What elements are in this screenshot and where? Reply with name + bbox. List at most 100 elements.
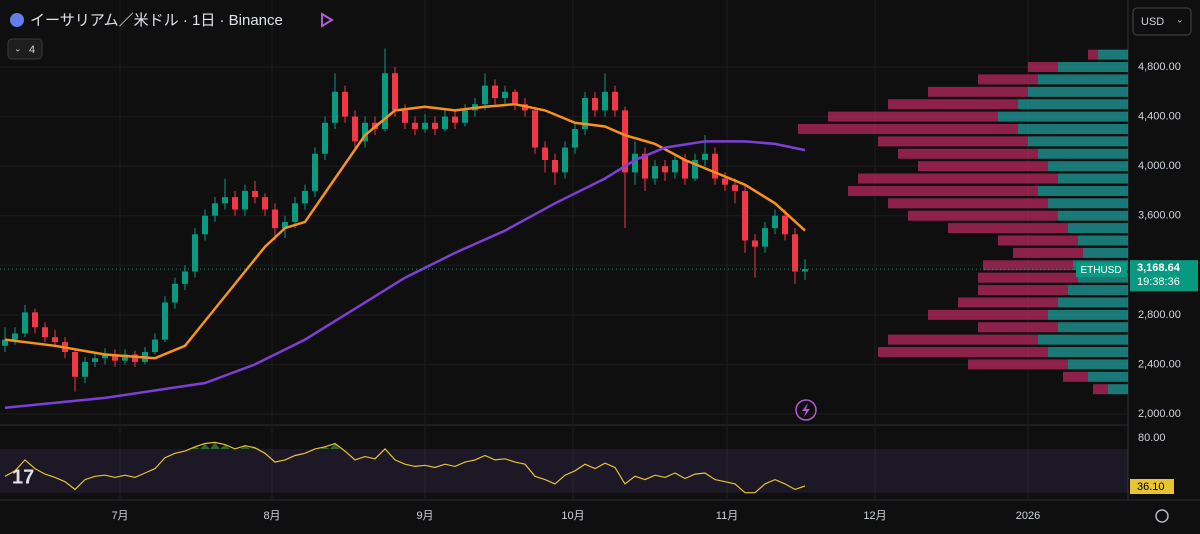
vp-down	[978, 272, 1078, 283]
vp-down	[978, 322, 1058, 333]
candle-body	[362, 122, 368, 142]
candle-body	[712, 153, 718, 179]
candle-body	[92, 358, 98, 362]
candle-body	[82, 361, 88, 377]
x-tick-label: 8月	[263, 510, 280, 522]
candle-body	[192, 234, 198, 272]
countdown: 19:38:36	[1137, 276, 1180, 288]
candle-body	[392, 73, 398, 111]
candle-body	[532, 110, 538, 148]
candle-body	[732, 184, 738, 191]
vp-down	[848, 185, 1038, 196]
y-tick-label: 2,000.00	[1138, 408, 1181, 420]
candle-body	[742, 190, 748, 241]
vp-down	[1088, 49, 1098, 60]
vp-up	[1108, 384, 1128, 395]
candle-body	[432, 122, 438, 129]
vp-down	[918, 161, 1048, 172]
vp-up	[1058, 210, 1128, 221]
vp-down	[888, 99, 1018, 110]
vp-down	[798, 123, 1018, 134]
candle-body	[52, 337, 58, 343]
candle-body	[162, 302, 168, 340]
currency-select[interactable]	[1132, 7, 1192, 36]
x-tick-label: 2026	[1016, 510, 1040, 522]
vp-down	[1063, 371, 1088, 382]
candle-body	[402, 110, 408, 123]
candle-body	[562, 147, 568, 173]
candle-body	[752, 240, 758, 247]
vp-up	[1083, 247, 1128, 258]
y-tick-label: 4,400.00	[1138, 111, 1181, 123]
vp-down	[908, 210, 1058, 221]
candle-body	[542, 147, 548, 160]
candle-body	[332, 91, 338, 123]
candle-body	[202, 215, 208, 235]
candle-body	[512, 91, 518, 105]
x-tick-label: 9月	[416, 510, 433, 522]
vp-down	[878, 136, 1028, 147]
vp-down	[1093, 384, 1108, 395]
candle-body	[442, 116, 448, 129]
candle-body	[452, 116, 458, 123]
chevron: ⌄	[1176, 14, 1184, 24]
candle-body	[802, 269, 808, 272]
vp-down	[968, 359, 1068, 370]
price-tag	[1130, 260, 1198, 292]
settings-icon[interactable]	[1155, 509, 1169, 523]
candle-body	[612, 91, 618, 111]
candle-body	[182, 271, 188, 284]
candle-body	[222, 197, 228, 204]
y-tick-label: 4,800.00	[1138, 61, 1181, 73]
candle-body	[722, 178, 728, 185]
candle-body	[112, 354, 118, 361]
candle-body	[72, 352, 78, 377]
vp-down	[1028, 62, 1058, 73]
symbol-label: ETHUSD	[1080, 265, 1121, 276]
vp-up	[1038, 74, 1128, 85]
indicator-count: 4	[29, 44, 35, 56]
chevron: ⌄	[14, 43, 22, 53]
y-tick-label: 2,400.00	[1138, 358, 1181, 370]
candle-body	[122, 354, 128, 361]
candle-body	[622, 110, 628, 173]
candle-body	[782, 215, 788, 235]
vp-up	[1018, 123, 1128, 134]
candle-body	[132, 354, 138, 362]
alert-icon[interactable]	[321, 12, 334, 28]
candle-body	[632, 153, 638, 173]
candle-body	[152, 339, 158, 353]
rsi-overbought	[240, 445, 250, 449]
rsi-overbought	[220, 444, 230, 449]
candle-body	[272, 209, 278, 229]
candle-body	[502, 91, 508, 99]
event-icon[interactable]	[795, 399, 817, 421]
candle-body	[42, 327, 48, 338]
price-label: 3,168.64	[1137, 262, 1181, 274]
candle-body	[592, 98, 598, 111]
x-tick-label: 11月	[716, 510, 738, 522]
candle-body	[762, 228, 768, 247]
candle-body	[702, 153, 708, 160]
vp-up	[1048, 347, 1128, 358]
indicator-toggle[interactable]	[7, 38, 43, 60]
vp-up	[1088, 371, 1128, 382]
vp-up	[1018, 99, 1128, 110]
candle-body	[302, 190, 308, 204]
x-tick-label: 7月	[111, 510, 128, 522]
candle-body	[322, 122, 328, 154]
vp-up	[1048, 309, 1128, 320]
vp-up	[1038, 334, 1128, 345]
rsi-overbought	[330, 443, 340, 449]
candle-body	[792, 234, 798, 272]
candle-body	[642, 153, 648, 179]
candle-body	[462, 110, 468, 123]
vp-down	[898, 148, 1038, 159]
rsi-line	[4, 441, 806, 494]
vp-up	[1068, 285, 1128, 296]
rsi-overbought	[200, 443, 210, 449]
rsi-tick-label: 80.00	[1138, 432, 1166, 444]
vp-down	[828, 111, 998, 122]
vp-down	[888, 334, 1038, 345]
